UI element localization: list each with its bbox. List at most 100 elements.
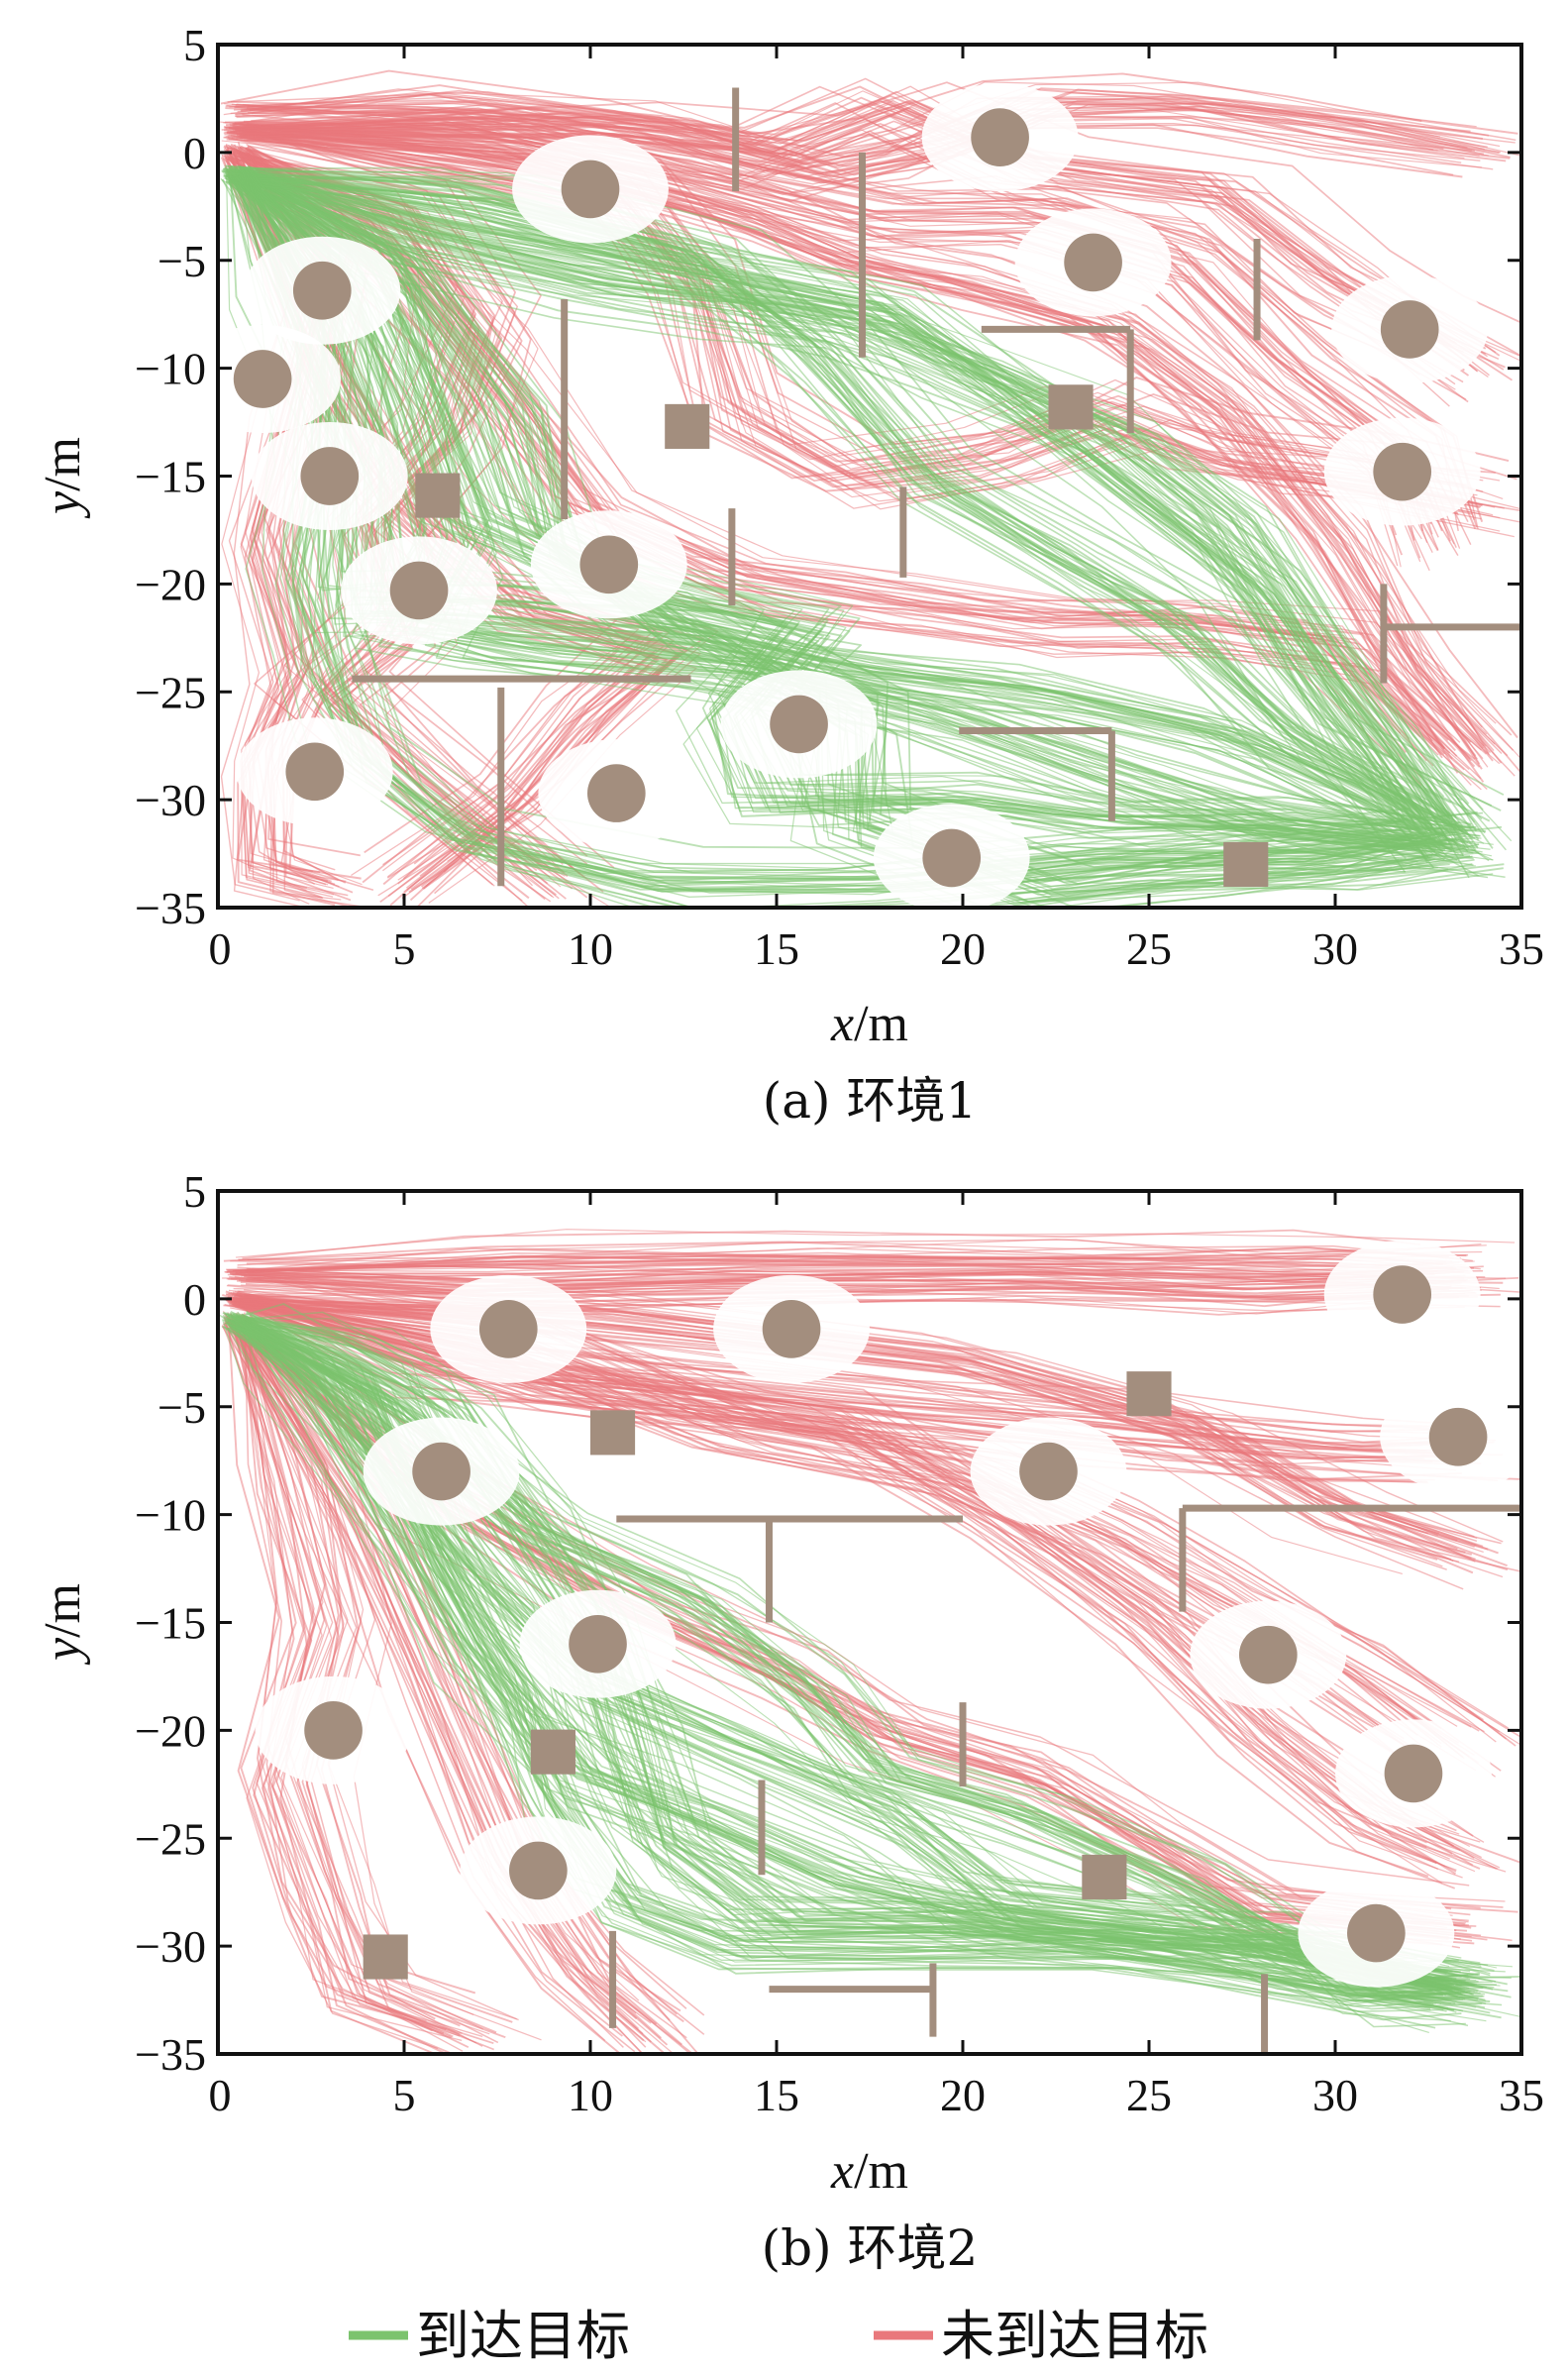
- trajectory-success-6-6: [223, 174, 1418, 851]
- trajectory-success-3-8: [242, 174, 1404, 798]
- trajectory-fail-5-19: [223, 1321, 636, 2053]
- obstacle-circle-6: [971, 108, 1029, 166]
- y-tick-label-7: −30: [135, 775, 206, 825]
- caption-environment-2: (b) 环境2: [762, 2219, 979, 2277]
- legend: 到达目标 未到达目标: [349, 2305, 1208, 2367]
- trajectory-fail-1-29: [237, 128, 1399, 567]
- trajectory-fail-0-26: [242, 1229, 1421, 1260]
- trajectory-fail-1-30: [240, 1270, 1465, 1292]
- trajectory-fail-4-30: [223, 1316, 461, 2035]
- obstacle-circle-6: [569, 1614, 627, 1673]
- trajectory-fail-1-22: [232, 1265, 1484, 1281]
- obstacle-circle-1: [762, 1300, 821, 1358]
- x-axis-label-environment-2: x/m: [830, 2143, 908, 2200]
- y-tick-label-4: −15: [135, 452, 206, 502]
- x-tick-label-6: 30: [1312, 2070, 1358, 2120]
- caption-environment-1: (a) 环境1: [763, 1072, 978, 1130]
- panel-environment-2: 5 10 15 20 25 30 35 0 5 0 −5 −10 −15 −20 −25 −30 −35 x/m…: [35, 1166, 1544, 2277]
- obstacle-circle-5: [579, 535, 639, 594]
- x-tick-label-0: 0: [209, 2070, 232, 2120]
- trajectory-fail-6-12: [236, 1293, 1437, 1865]
- obstacle-circle-2: [233, 350, 292, 408]
- obstacle-circle-4: [389, 561, 449, 620]
- y-tick-label-8: −35: [135, 883, 206, 933]
- trajectory-fail-2-26: [227, 1298, 1482, 1465]
- x-tick-label-1: 5: [393, 923, 416, 974]
- y-tick-label-7: −30: [135, 1921, 206, 1972]
- x-tick-label-4: 20: [940, 923, 986, 974]
- axis-ticks-environment-1: 5 10 15 20 25 30 35 0 5 0 −5 −10 −15 −20 −25 −30 −35: [135, 20, 1544, 974]
- trajectory-success-4-16: [241, 1318, 1442, 1973]
- trajectory-fail-4-14: [239, 1328, 439, 2050]
- trajectory-fail-1-27: [241, 1239, 1482, 1277]
- trajectory-success-4-24: [231, 171, 1464, 831]
- trajectory-success-7-30: [228, 173, 1473, 894]
- trajectory-success-4-15: [238, 1316, 1482, 1967]
- y-tick-label-0: 5: [183, 1166, 206, 1217]
- trajectory-success-0-9: [226, 177, 1407, 873]
- trajectory-success-0-2: [246, 167, 1513, 842]
- trajectory-success-3-29: [240, 172, 1436, 820]
- trajectory-success-3-26: [231, 172, 1454, 821]
- x-tick-label-3: 15: [754, 923, 799, 974]
- y-tick-label-1: 0: [183, 128, 206, 178]
- trajectory-fail-4-23: [232, 1316, 436, 2020]
- trajectory-fail-6-19: [232, 1304, 1429, 1878]
- trajectory-fail-6-26: [239, 1300, 1457, 1873]
- y-tick-label-4: −15: [135, 1598, 206, 1649]
- y-tick-label-3: −10: [135, 1490, 206, 1541]
- obstacle-square-1: [1126, 1371, 1172, 1417]
- x-tick-label-1: 5: [393, 2070, 416, 2120]
- trajectory-fail-5-24: [225, 1328, 624, 2048]
- y-axis-label-environment-1: y/m: [35, 437, 91, 519]
- obstacle-circle-5: [1019, 1442, 1078, 1501]
- obstacle-circle-0: [478, 1300, 538, 1358]
- obstacle-circle-10: [509, 1841, 568, 1900]
- obstacle-circle-9: [1384, 1744, 1443, 1803]
- trajectory-success-5-33: [222, 179, 1423, 852]
- trajectory-success-4-23: [225, 1322, 1448, 1973]
- x-tick-label-2: 10: [568, 923, 613, 974]
- trajectory-success-4-32: [225, 172, 1411, 827]
- trajectory-fail-1-6: [236, 123, 1432, 525]
- trajectory-success-5-14: [243, 174, 1477, 828]
- obstacle-square-4: [363, 1934, 408, 1980]
- trajectory-success-4-28: [221, 1319, 1422, 2003]
- trajectory-success-3-33: [240, 1318, 1431, 2010]
- y-tick-label-6: −25: [135, 667, 206, 717]
- obstacle-circle-7: [1238, 1625, 1298, 1684]
- obstacle-circle-12: [586, 764, 646, 822]
- y-tick-label-2: −5: [157, 236, 206, 286]
- trajectory-success-3-7: [232, 167, 1404, 823]
- obstacle-square-0: [590, 1410, 636, 1456]
- trajectory-fail-4-27: [241, 1325, 454, 2038]
- x-tick-label-2: 10: [568, 2070, 613, 2120]
- obstacle-circle-11: [1347, 1903, 1406, 1963]
- y-axis-label-environment-2: y/m: [35, 1583, 91, 1666]
- trajectory-success-5-24: [250, 169, 1494, 845]
- trajectory-success-3-5: [244, 174, 1453, 818]
- trajectory-success-4-10: [232, 1321, 1461, 1974]
- trajectory-fail-1-29: [227, 1256, 1460, 1273]
- trajectory-fail-8-24: [244, 1320, 1518, 1913]
- trajectory-success-4-14: [237, 1321, 1449, 1992]
- trajectory-success-3-25: [223, 167, 1439, 834]
- trajectory-fail-4-9: [233, 1324, 483, 2047]
- trajectory-success-4-13: [240, 1317, 1449, 1981]
- obstacle-circle-3: [1428, 1407, 1488, 1466]
- obstacle-circle-2: [1373, 1265, 1432, 1324]
- trajectory-fail-0-20: [237, 1244, 1473, 1266]
- obstacle-circle-13: [922, 828, 982, 888]
- x-tick-label-5: 25: [1126, 2070, 1172, 2120]
- trajectory-success-3-32: [243, 167, 1422, 816]
- axis-ticks-environment-2: 5 10 15 20 25 30 35 0 5 0 −5 −10 −15 −20 −25 −30 −35: [135, 1166, 1544, 2120]
- trajectory-fail-4-13: [230, 1314, 453, 2038]
- trajectory-success-4-22: [233, 1323, 1462, 1978]
- trajectory-fail-4-8: [224, 1319, 463, 2042]
- obstacle-circle-0: [561, 160, 620, 219]
- trajectory-success-4-8: [226, 1316, 1458, 1977]
- x-tick-label-4: 20: [940, 2070, 986, 2120]
- obstacle-square-0: [415, 473, 461, 518]
- trajectory-fail-1-28: [228, 1277, 1452, 1293]
